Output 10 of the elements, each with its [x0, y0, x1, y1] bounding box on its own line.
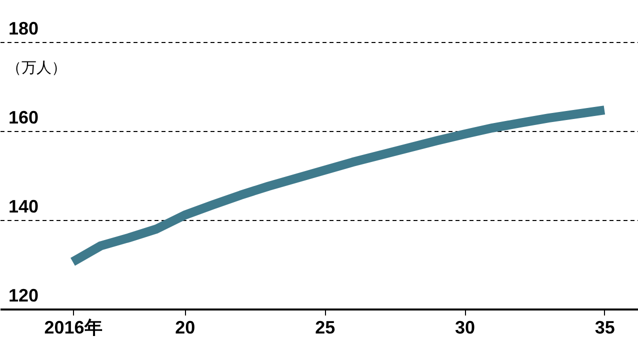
- x-tick-label: 2016年: [44, 318, 102, 338]
- y-tick-label: 160: [8, 108, 39, 128]
- x-tick-label: 30: [454, 318, 476, 338]
- y-tick-label: 120: [8, 286, 39, 306]
- y-tick-label: 140: [8, 196, 39, 216]
- x-tick-label: 25: [315, 318, 336, 338]
- y-tick-label: 180: [8, 18, 39, 38]
- y-axis-title: （万人）: [6, 60, 66, 76]
- x-tick-label: 35: [594, 318, 615, 338]
- x-tick-label: 20: [175, 318, 196, 338]
